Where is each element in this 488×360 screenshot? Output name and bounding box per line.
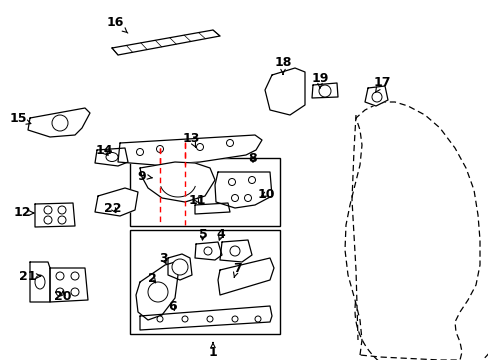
Text: 14: 14 <box>95 144 113 158</box>
Text: 2: 2 <box>147 271 156 284</box>
Circle shape <box>318 85 330 97</box>
Circle shape <box>244 194 251 202</box>
Polygon shape <box>215 172 271 208</box>
Circle shape <box>71 272 79 280</box>
Polygon shape <box>218 258 273 295</box>
Circle shape <box>254 316 261 322</box>
Circle shape <box>58 206 66 214</box>
Circle shape <box>231 194 238 202</box>
Polygon shape <box>168 254 192 280</box>
Circle shape <box>172 259 187 275</box>
Ellipse shape <box>106 153 118 162</box>
Polygon shape <box>140 306 271 330</box>
Circle shape <box>371 92 381 102</box>
Text: 3: 3 <box>159 252 167 265</box>
Polygon shape <box>118 135 262 165</box>
Polygon shape <box>220 240 251 262</box>
Circle shape <box>136 148 143 156</box>
Text: 16: 16 <box>106 15 127 33</box>
Polygon shape <box>311 83 337 98</box>
Ellipse shape <box>35 275 45 289</box>
Text: 22: 22 <box>104 202 122 215</box>
Polygon shape <box>95 188 138 216</box>
Circle shape <box>231 316 238 322</box>
Circle shape <box>228 179 235 185</box>
Circle shape <box>157 316 163 322</box>
Circle shape <box>148 282 168 302</box>
Text: 8: 8 <box>248 152 257 165</box>
Circle shape <box>182 316 187 322</box>
Circle shape <box>206 316 213 322</box>
Text: 5: 5 <box>198 229 207 242</box>
Circle shape <box>156 145 163 153</box>
Polygon shape <box>195 242 222 260</box>
Circle shape <box>229 246 240 256</box>
Text: 1: 1 <box>208 343 217 359</box>
Circle shape <box>248 176 255 184</box>
Polygon shape <box>140 162 215 202</box>
Circle shape <box>196 144 203 150</box>
Text: 17: 17 <box>372 77 390 93</box>
Polygon shape <box>195 203 229 214</box>
Circle shape <box>44 216 52 224</box>
Text: 19: 19 <box>311 72 328 88</box>
Circle shape <box>71 288 79 296</box>
Polygon shape <box>28 108 90 137</box>
Circle shape <box>58 216 66 224</box>
Text: 7: 7 <box>232 261 241 278</box>
Text: 11: 11 <box>188 194 205 207</box>
Circle shape <box>52 115 68 131</box>
Bar <box>130 230 280 334</box>
Text: 4: 4 <box>216 229 225 242</box>
Polygon shape <box>112 30 220 55</box>
Text: 18: 18 <box>274 55 291 74</box>
Circle shape <box>44 206 52 214</box>
Polygon shape <box>95 148 128 166</box>
Polygon shape <box>264 68 305 115</box>
Text: 10: 10 <box>257 188 274 201</box>
Circle shape <box>56 272 64 280</box>
Text: 13: 13 <box>182 131 199 147</box>
Polygon shape <box>364 86 387 106</box>
Polygon shape <box>30 262 50 302</box>
Text: 15: 15 <box>9 112 31 126</box>
Bar <box>130 158 280 226</box>
Text: 9: 9 <box>138 170 152 183</box>
Text: 21: 21 <box>19 270 41 283</box>
Circle shape <box>203 247 212 255</box>
Text: 12: 12 <box>13 207 34 220</box>
Text: 6: 6 <box>168 301 177 314</box>
Polygon shape <box>50 268 88 302</box>
Polygon shape <box>35 203 75 227</box>
Circle shape <box>226 139 233 147</box>
Text: 20: 20 <box>54 289 72 302</box>
Polygon shape <box>136 262 178 320</box>
Circle shape <box>56 288 64 296</box>
